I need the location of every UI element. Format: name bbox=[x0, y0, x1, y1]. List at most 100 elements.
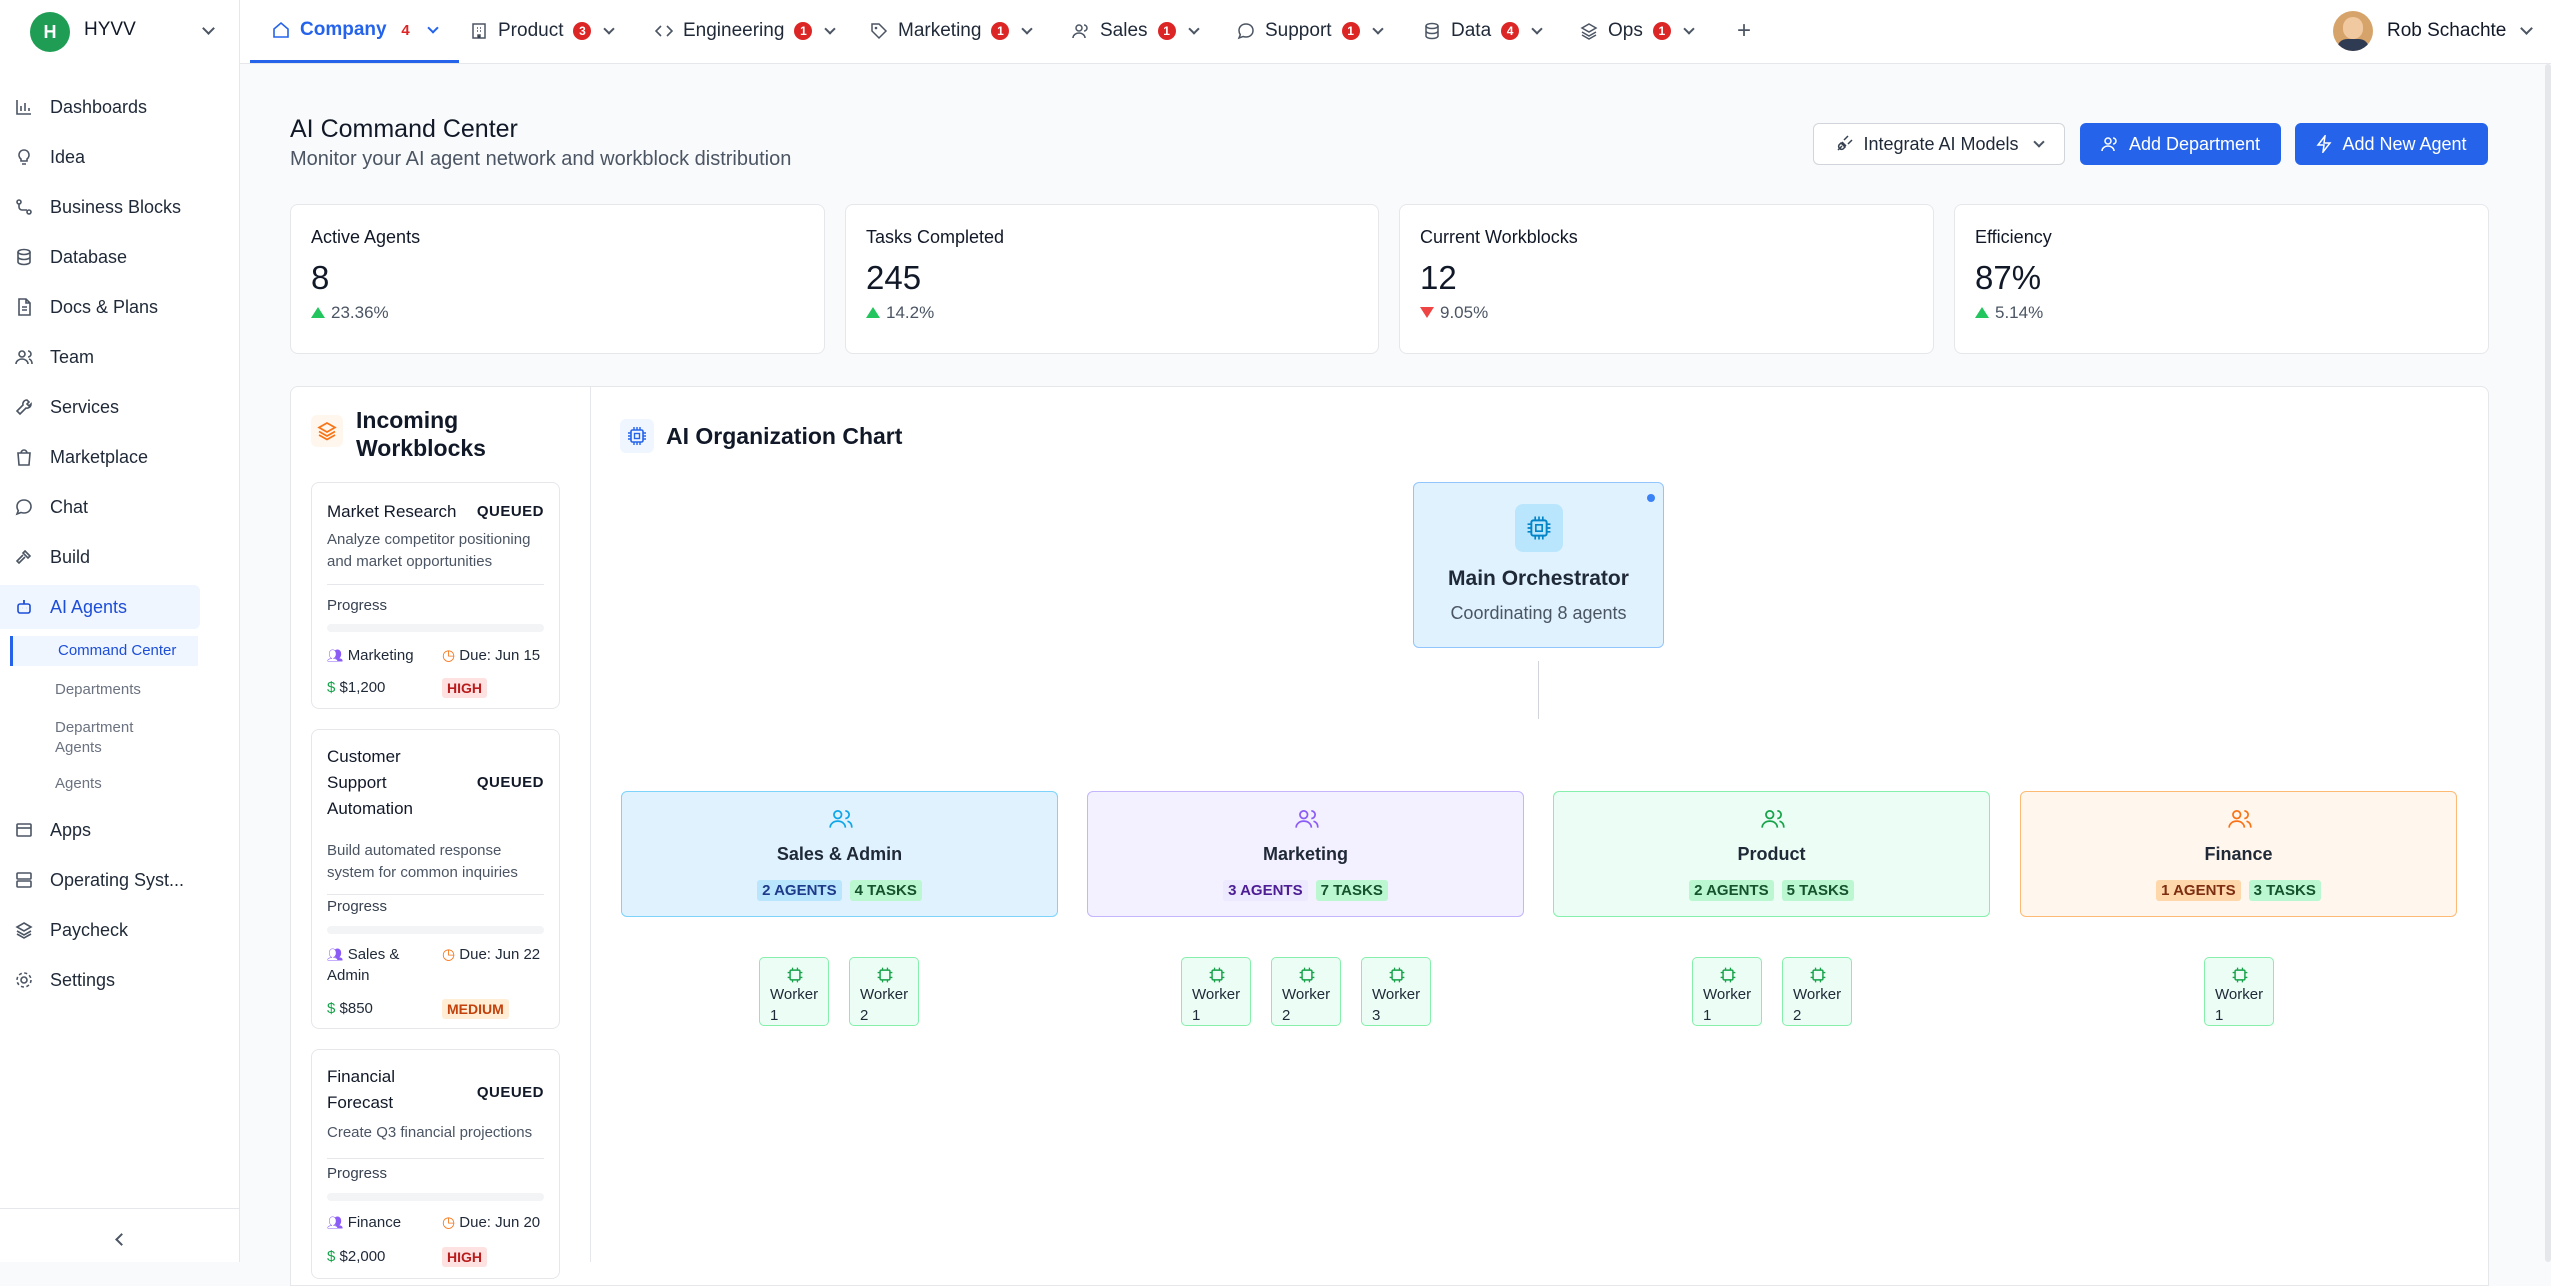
sidebar-item-database[interactable]: Database bbox=[0, 235, 240, 279]
tab-ops[interactable]: Ops 1 bbox=[1580, 0, 1695, 62]
worker-label: Worker 1 bbox=[770, 986, 819, 1024]
cpu-icon bbox=[1810, 967, 1826, 983]
worker-label: Worker 1 bbox=[1703, 986, 1752, 1024]
tab-support[interactable]: Support 1 bbox=[1237, 0, 1384, 62]
user-menu-chevron-down-icon[interactable] bbox=[2520, 22, 2533, 35]
chevron-down-icon[interactable] bbox=[1371, 22, 1384, 35]
wrench-icon bbox=[15, 399, 32, 416]
worker-node[interactable]: Worker 2 bbox=[1271, 957, 1341, 1026]
avatar[interactable] bbox=[2333, 11, 2373, 51]
sidebar-item-operating-systems[interactable]: Operating Syst... bbox=[0, 858, 240, 902]
add-department-button[interactable]: Add Department bbox=[2080, 123, 2281, 165]
sidebar-subitem-departments[interactable]: Departments bbox=[55, 681, 141, 698]
tasks-count: 3 TASKS bbox=[2248, 880, 2321, 901]
worker-node[interactable]: Worker 3 bbox=[1361, 957, 1431, 1026]
worker-node[interactable]: Worker 2 bbox=[1782, 957, 1852, 1026]
user-name[interactable]: Rob Schachte bbox=[2387, 20, 2507, 41]
department-name: Product bbox=[1737, 844, 1806, 864]
tab-label: Sales bbox=[1100, 20, 1148, 41]
tab-sales[interactable]: Sales 1 bbox=[1072, 0, 1200, 62]
worker-node[interactable]: Worker 2 bbox=[849, 957, 919, 1026]
tab-label: Company bbox=[300, 19, 387, 40]
worker-node[interactable]: Worker 1 bbox=[759, 957, 829, 1026]
sidebar-subitem-agents[interactable]: Agents bbox=[55, 775, 102, 792]
chevron-down-icon[interactable] bbox=[1021, 22, 1034, 35]
tab-label: Data bbox=[1451, 20, 1492, 41]
add-new-agent-button[interactable]: Add New Agent bbox=[2295, 123, 2488, 165]
add-tab-button[interactable]: + bbox=[1737, 17, 1752, 44]
sidebar-item-label: Idea bbox=[50, 146, 86, 167]
department-marketing[interactable]: Marketing 3 AGENTS 7 TASKS bbox=[1087, 791, 1524, 917]
stat-card-current-workblocks: Current Workblocks 12 9.05% bbox=[1399, 204, 1934, 354]
sidebar-subitem-command-center[interactable]: Command Center bbox=[10, 636, 198, 666]
department-sales-admin[interactable]: Sales & Admin 2 AGENTS 4 TASKS bbox=[621, 791, 1058, 917]
brand-name[interactable]: HYVV bbox=[84, 19, 136, 40]
department-name: Marketing bbox=[1262, 844, 1349, 864]
sidebar-item-label: Team bbox=[50, 346, 95, 367]
dollar-icon: $ bbox=[327, 1000, 336, 1017]
workblock-due: ◷ Due: Jun 20 bbox=[442, 1214, 541, 1231]
collapse-sidebar-icon[interactable] bbox=[115, 1233, 128, 1246]
sidebar-item-chat[interactable]: Chat bbox=[0, 485, 240, 529]
workblock-desc: Build automated response system for comm… bbox=[327, 842, 518, 881]
cpu-icon bbox=[787, 967, 803, 983]
sidebar-item-label: Chat bbox=[50, 496, 89, 517]
sidebar-item-settings[interactable]: Settings bbox=[0, 958, 240, 1002]
department-product[interactable]: Product 2 AGENTS 5 TASKS bbox=[1553, 791, 1990, 917]
chevron-down-icon[interactable] bbox=[1187, 22, 1200, 35]
sidebar-item-build[interactable]: Build bbox=[0, 535, 240, 579]
tasks-count: 5 TASKS bbox=[1781, 880, 1854, 901]
workblock-card-financial-forecast[interactable]: Financial Forecast QUEUED Create Q3 fina… bbox=[311, 1049, 560, 1279]
sidebar-item-dashboards[interactable]: Dashboards bbox=[0, 85, 240, 129]
workspace-chevron-down-icon[interactable] bbox=[202, 22, 215, 35]
plug-icon bbox=[1837, 135, 1853, 151]
chevron-down-icon[interactable] bbox=[603, 22, 616, 35]
workblock-card-customer-support[interactable]: Customer Support Automation QUEUED Build… bbox=[311, 729, 560, 1029]
chevron-down-icon[interactable] bbox=[1531, 22, 1543, 35]
tab-data[interactable]: Data 4 bbox=[1423, 0, 1543, 62]
progress-label: Progress bbox=[327, 1165, 388, 1182]
sidebar-item-label: Dashboards bbox=[50, 96, 148, 117]
sidebar-item-services[interactable]: Services bbox=[0, 385, 240, 429]
tab-company[interactable]: Company 4 bbox=[250, 0, 459, 63]
sidebar-item-docs-plans[interactable]: Docs & Plans bbox=[0, 285, 240, 329]
tab-engineering[interactable]: Engineering 1 bbox=[655, 0, 837, 62]
sidebar-item-ai-agents[interactable]: AI Agents bbox=[0, 585, 200, 629]
cpu-icon bbox=[1720, 967, 1736, 983]
shopping-bag-icon bbox=[17, 449, 31, 466]
sidebar-item-paycheck[interactable]: Paycheck bbox=[0, 908, 240, 952]
sidebar-item-business-blocks[interactable]: Business Blocks bbox=[0, 185, 240, 229]
cpu-icon bbox=[628, 427, 646, 445]
dollar-icon: $ bbox=[327, 1248, 336, 1265]
department-finance[interactable]: Finance 1 AGENTS 3 TASKS bbox=[2020, 791, 2457, 917]
brand-logo[interactable]: H bbox=[30, 12, 70, 52]
apps-icon bbox=[16, 823, 32, 837]
page-scrollbar[interactable] bbox=[2545, 64, 2551, 1262]
sidebar-item-team[interactable]: Team bbox=[0, 335, 240, 379]
chevron-down-icon[interactable] bbox=[1683, 22, 1695, 35]
users-icon bbox=[15, 350, 33, 365]
worker-node[interactable]: Worker 1 bbox=[2204, 957, 2274, 1026]
integrate-ai-models-button[interactable]: Integrate AI Models bbox=[1813, 123, 2065, 165]
chevron-down-icon[interactable] bbox=[426, 21, 439, 34]
tab-marketing[interactable]: Marketing 1 bbox=[870, 0, 1034, 62]
agents-count: 3 AGENTS bbox=[1223, 880, 1308, 901]
stat-value: 12 bbox=[1420, 259, 1457, 296]
workblock-card-market-research[interactable]: Market Research QUEUED Analyze competito… bbox=[311, 482, 560, 709]
worker-node[interactable]: Worker 1 bbox=[1692, 957, 1762, 1026]
tab-product[interactable]: Product 3 bbox=[470, 0, 616, 62]
clock-icon: ◷ bbox=[442, 946, 456, 963]
sidebar-item-marketplace[interactable]: Marketplace bbox=[0, 435, 240, 479]
progress-label: Progress bbox=[327, 898, 388, 915]
orchestrator-node[interactable]: Main Orchestrator Coordinating 8 agents bbox=[1413, 482, 1664, 648]
sidebar-item-idea[interactable]: Idea bbox=[0, 135, 240, 179]
sidebar-item-label: Build bbox=[50, 546, 91, 567]
sidebar-item-apps[interactable]: Apps bbox=[0, 808, 240, 852]
sidebar-subitem-department-agents[interactable]: Department Agents bbox=[55, 719, 134, 756]
workblock-status: QUEUED bbox=[476, 503, 544, 520]
chevron-down-icon[interactable] bbox=[824, 22, 837, 35]
worker-node[interactable]: Worker 1 bbox=[1181, 957, 1251, 1026]
agents-count: 2 AGENTS bbox=[757, 880, 842, 901]
org-chart-title: AI Organization Chart bbox=[666, 423, 903, 449]
tab-badge: 1 bbox=[1341, 22, 1360, 40]
